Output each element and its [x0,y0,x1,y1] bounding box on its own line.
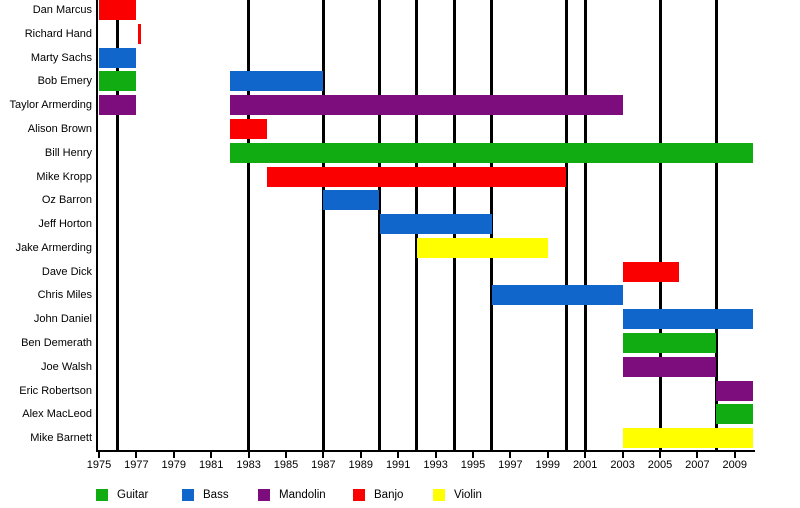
bar-violin [416,237,548,258]
bar-banjo [99,0,137,20]
axis-year-label-2003: 2003 [610,459,635,471]
axis-year-label-1983: 1983 [236,459,261,471]
axis-year-label-1985: 1985 [273,459,299,471]
bar-guitar [99,71,137,92]
axis-year-label-1995: 1995 [460,459,486,471]
axis-tick-1985 [285,452,287,458]
legend-swatch-mandolin [258,489,270,501]
y-axis-line [96,0,98,452]
axis-tick-1989 [359,452,362,458]
axis-tick-1981 [210,452,213,458]
member-label-jake-armerding: Jake Armerding [15,241,92,254]
axis-tick-1991 [397,452,400,458]
axis-tick-1975 [98,452,100,458]
legend-swatch-guitar [96,489,108,501]
bar-bass [229,71,324,92]
bar-banjo [622,261,679,282]
axis-tick-1993 [434,452,437,458]
bar-bass [491,285,623,306]
axis-year-label-2005: 2005 [647,459,673,471]
member-label-mike-barnett: Mike Barnett [30,432,92,444]
bar-violin [622,428,754,448]
member-label-ben-demerath: Ben Demerath [21,336,92,349]
bar-bass [99,47,137,68]
event-line-1976 [116,0,120,451]
legend-swatch-violin [433,489,445,501]
legend-label-guitar: Guitar [117,489,149,501]
member-label-eric-robertson: Eric Robertson [19,384,92,397]
bar-banjo [138,23,142,44]
axis-tick-2007 [696,452,699,458]
member-label-richard-hand: Richard Hand [24,27,92,40]
bar-bass [323,190,380,211]
axis-year-label-2001: 2001 [572,459,598,471]
legend-label-banjo: Banjo [374,489,404,501]
axis-year-label-1997: 1997 [498,459,523,471]
event-line-1983 [247,0,251,451]
event-line-1996 [490,0,494,451]
legend-swatch-banjo [353,489,365,501]
bar-bass [622,309,754,330]
bar-mandolin [99,95,137,116]
axis-year-label-2007: 2007 [685,459,710,471]
member-label-mike-kropp: Mike Kropp [36,170,92,183]
event-line-2008 [714,0,718,451]
member-label-bill-henry: Bill Henry [44,146,92,159]
axis-year-label-1999: 1999 [535,459,561,471]
member-label-john-daniel: John Daniel [33,313,92,326]
member-label-bob-emery: Bob Emery [37,75,92,88]
bar-mandolin [229,95,623,116]
member-label-marty-sachs: Marty Sachs [30,51,92,64]
axis-year-label-1991: 1991 [385,459,411,471]
member-label-taylor-armerding: Taylor Armerding [9,99,92,112]
axis-year-label-1993: 1993 [423,459,448,471]
bar-mandolin [622,356,717,377]
legend-label-bass: Bass [203,489,229,501]
axis-year-label-1987: 1987 [311,459,336,471]
event-line-2000 [565,0,568,451]
bar-banjo [267,166,567,187]
bar-banjo [229,118,268,139]
axis-tick-1979 [172,452,175,458]
axis-year-label-1981: 1981 [198,459,224,471]
bar-bass [379,214,492,234]
axis-tick-1983 [247,452,250,458]
member-label-alison-brown: Alison Brown [27,122,92,135]
axis-tick-2001 [584,452,587,458]
legend-swatch-bass [182,489,194,501]
axis-year-label-1975: 1975 [86,459,112,471]
member-label-joe-walsh: Joe Walsh [41,360,92,373]
axis-tick-2005 [659,452,661,458]
axis-tick-1987 [322,452,325,458]
event-line-2005 [658,0,662,451]
axis-tick-1977 [135,452,138,458]
bar-guitar [622,332,717,353]
event-line-2001 [583,0,587,451]
member-label-jeff-horton: Jeff Horton [38,218,92,230]
bar-guitar [716,404,754,425]
axis-year-label-2009: 2009 [722,459,748,471]
axis-year-label-1979: 1979 [161,459,187,471]
bar-mandolin [716,380,754,401]
member-label-dan-marcus: Dan Marcus [32,4,92,16]
event-line-1987 [321,0,325,451]
bar-guitar [229,142,754,163]
axis-year-label-1977: 1977 [124,459,149,471]
axis-tick-2009 [733,452,736,458]
member-label-oz-barron: Oz Barron [41,194,92,207]
axis-tick-1995 [472,452,474,458]
axis-tick-2003 [621,452,624,458]
member-label-dave-dick: Dave Dick [41,265,92,278]
legend-label-violin: Violin [454,489,482,501]
legend-label-mandolin: Mandolin [279,489,326,501]
x-axis-line [96,450,755,452]
axis-year-label-1989: 1989 [348,459,374,471]
axis-tick-1997 [509,452,512,458]
member-label-alex-macleod: Alex MacLeod [22,408,92,421]
axis-tick-1999 [546,452,549,458]
member-label-chris-miles: Chris Miles [37,289,92,302]
